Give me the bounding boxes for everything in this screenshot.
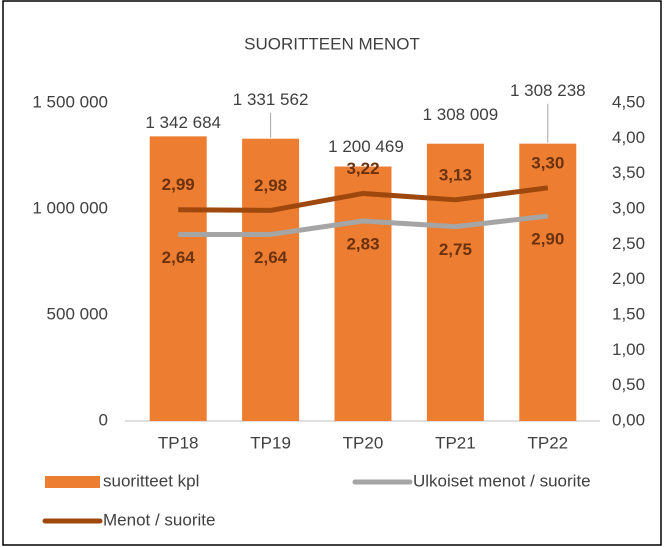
line xyxy=(178,185,549,213)
bar xyxy=(334,166,392,421)
x-tick-label: TP18 xyxy=(158,433,199,452)
line-value-label: 2,64 xyxy=(254,248,288,267)
line-value-label: 2,83 xyxy=(346,234,379,253)
x-tick-label: TP22 xyxy=(527,433,568,452)
x-tick-label: TP21 xyxy=(435,433,476,452)
y-tick-label: 1 000 000 xyxy=(32,198,108,217)
bar-value-label: 1 308 009 xyxy=(423,105,499,124)
line-value-label: 2,98 xyxy=(254,176,287,195)
y2-tick-label: 3,00 xyxy=(612,198,645,217)
line-value-label: 2,64 xyxy=(162,248,196,267)
y2-tick-label: 2,50 xyxy=(612,234,645,253)
y2-tick-label: 2,00 xyxy=(612,269,645,288)
chart-title: SUORITTEEN MENOT xyxy=(244,34,420,53)
y2-tick-label: 1,50 xyxy=(612,304,645,323)
legend-label: Menot / suorite xyxy=(103,510,215,529)
line-value-label: 3,30 xyxy=(531,153,564,172)
y2-tick-label: 3,50 xyxy=(612,163,645,182)
y2-tick-label: 4,00 xyxy=(612,128,645,147)
y2-tick-label: 1,00 xyxy=(612,340,645,359)
bar xyxy=(426,143,484,421)
legend-label: Ulkoiset menot / suorite xyxy=(413,471,591,490)
bar-value-label: 1 342 684 xyxy=(145,113,221,132)
line-value-label: 3,22 xyxy=(346,159,379,178)
legend-swatch xyxy=(45,476,100,488)
y2-tick-label: 4,50 xyxy=(612,92,645,111)
line-value-label: 2,75 xyxy=(439,240,472,259)
line-value-label: 2,90 xyxy=(531,230,564,249)
y2-tick-label: 0,50 xyxy=(612,375,645,394)
y-tick-label: 500 000 xyxy=(47,304,108,323)
bar xyxy=(242,138,300,421)
line-value-label: 3,13 xyxy=(439,165,472,184)
bar-value-label: 1 331 562 xyxy=(233,90,309,109)
bar xyxy=(519,143,577,421)
y2-tick-label: 0,00 xyxy=(612,410,645,429)
bar-value-label: 1 200 469 xyxy=(328,137,404,156)
x-tick-label: TP19 xyxy=(250,433,291,452)
bar-value-label: 1 308 238 xyxy=(510,81,586,100)
legend-label: suoritteet kpl xyxy=(103,471,199,490)
line-value-label: 2,99 xyxy=(162,175,195,194)
x-tick-label: TP20 xyxy=(343,433,384,452)
y-tick-label: 0 xyxy=(99,410,108,429)
y-tick-label: 1 500 000 xyxy=(32,92,108,111)
line xyxy=(178,213,549,237)
bar xyxy=(149,136,207,421)
